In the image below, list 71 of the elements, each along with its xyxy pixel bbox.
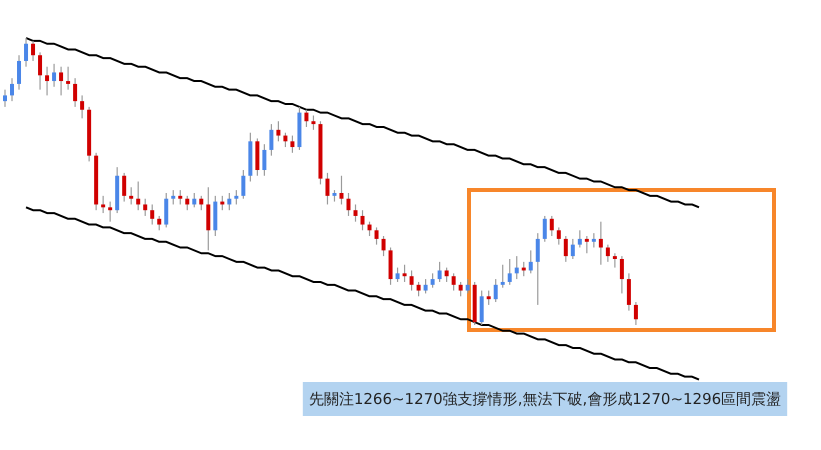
candlestick: [396, 267, 400, 283]
candlestick: [325, 172, 330, 206]
candlestick: [564, 235, 568, 262]
candlestick: [227, 192, 232, 211]
candlestick: [578, 230, 582, 248]
candlestick: [122, 172, 126, 202]
candlestick: [598, 221, 603, 266]
candlestick: [199, 195, 204, 211]
candlestick: [528, 250, 533, 274]
candlestick: [269, 124, 274, 156]
candlestick: [556, 226, 561, 246]
candlestick: [45, 66, 50, 96]
candlestick: [24, 37, 28, 68]
candlestick: [430, 272, 435, 288]
candlestick: [143, 198, 148, 217]
candlestick: [73, 78, 78, 108]
candlestick: [466, 278, 470, 294]
candlestick: [508, 258, 512, 286]
candlestick: [283, 132, 288, 148]
candlestick: [584, 235, 589, 254]
candlestick: [59, 66, 64, 96]
candlestick: [424, 278, 428, 294]
candlestick: [52, 63, 56, 88]
candlestick: [276, 120, 280, 142]
candlestick: [438, 261, 442, 283]
candlestick: [220, 195, 224, 211]
candlestick: [416, 281, 421, 297]
candlestick: [536, 232, 540, 306]
candlestick: [17, 54, 22, 90]
candlestick: [150, 204, 154, 226]
candlestick: [494, 278, 498, 303]
candlestick: [360, 210, 365, 231]
candlestick: [262, 144, 266, 176]
candlestick: [452, 272, 456, 292]
candlestick: [368, 221, 372, 237]
candlestick: [514, 256, 519, 280]
candlestick: [542, 215, 547, 242]
candlestick: [10, 78, 14, 102]
candlestick: [101, 195, 106, 214]
candlestick: [410, 270, 414, 292]
candlestick: [185, 195, 190, 211]
candlestick: [136, 180, 140, 211]
candlestick: [606, 244, 610, 262]
candlestick: [346, 192, 350, 217]
candlestick: [634, 301, 638, 326]
candlestick: [80, 94, 84, 119]
candlestick: [550, 215, 554, 237]
candlestick: [31, 40, 36, 62]
candlestick: [354, 204, 358, 222]
candlestick: [382, 235, 386, 257]
candlestick: [500, 264, 505, 288]
candlestick: [241, 169, 246, 200]
candlestick: [157, 215, 162, 231]
text: 先關注1266~1270強支撐情形,無法下破,會形成1270~1296區間震盪: [308, 390, 782, 408]
candlestick: [66, 66, 70, 90]
candlestick: [311, 114, 316, 130]
candlestick: [3, 89, 7, 108]
candlestick: [38, 52, 42, 90]
candlestick: [522, 261, 526, 277]
candlestick: [612, 252, 617, 268]
candlestick: [592, 232, 596, 248]
candlestick: [192, 192, 196, 208]
candlestick: [620, 256, 624, 294]
candlestick: [339, 175, 344, 206]
candlestick: [290, 134, 294, 154]
candlestick: [458, 281, 463, 297]
candlestick: [444, 267, 449, 283]
candlestick: [374, 226, 379, 246]
candlestick: [332, 190, 336, 202]
candlestick: [570, 238, 575, 260]
candlestick: [304, 109, 308, 128]
